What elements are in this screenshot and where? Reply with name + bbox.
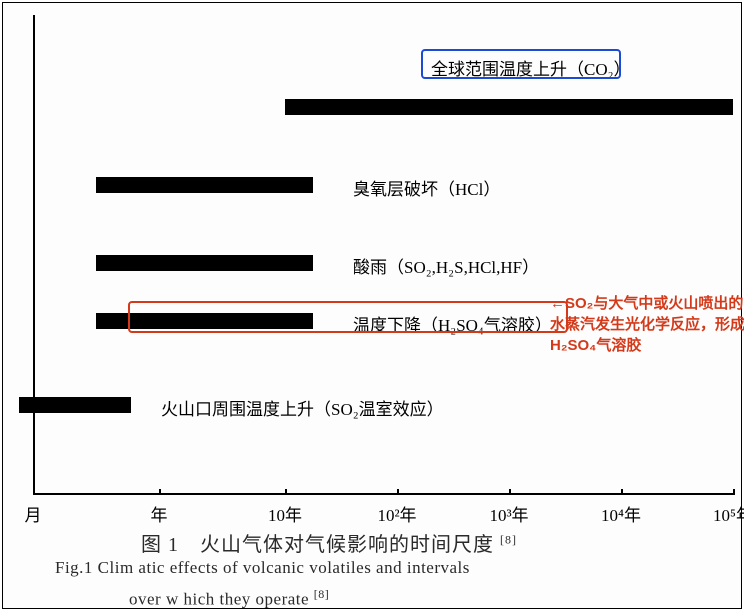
bar-label-so2-local: 火山口周围温度上升（SO₂温室效应） — [161, 395, 444, 420]
bar-so2-local — [19, 397, 131, 413]
bar-label-acid-rain: 酸雨（SO₂,H₂S,HCl,HF） — [353, 253, 539, 278]
highlight-blue-box — [421, 49, 621, 79]
caption-zh: 图 1 火山气体对气候影响的时间尺度 [8] — [141, 528, 517, 557]
bar-label-hcl: 臭氧层破坏（HCl） — [353, 175, 500, 200]
x-tick-label: 10⁴年 — [601, 501, 641, 526]
x-tick — [159, 489, 161, 495]
x-tick — [33, 489, 35, 495]
x-tick — [509, 489, 511, 495]
x-tick-label: 10³年 — [489, 501, 528, 526]
plot-area: 月年10年10²年10³年10⁴年10⁵年 全球范围温度上升（CO₂）臭氧层破坏… — [33, 15, 733, 505]
caption-en-line2: over w hich they operate [8] — [129, 587, 329, 610]
x-tick — [397, 489, 399, 495]
x-tick — [285, 489, 287, 495]
x-tick-label: 10⁵年 — [713, 501, 744, 526]
highlight-red-box — [128, 301, 568, 333]
bar-co2 — [285, 99, 733, 115]
x-tick-label: 10²年 — [377, 501, 416, 526]
x-tick — [733, 489, 735, 495]
caption-en-line1: Fig.1 Clim atic effects of volcanic vola… — [55, 558, 470, 578]
y-axis — [33, 15, 35, 493]
x-tick-label: 10年 — [268, 501, 302, 526]
bar-hcl — [96, 177, 313, 193]
annotation-text: SO₂与大气中或火山喷出的水蒸汽发生光化学反应，形成H₂SO₄气溶胶 — [550, 295, 744, 354]
annotation-red: ←SO₂与大气中或火山喷出的水蒸汽发生光化学反应，形成H₂SO₄气溶胶 — [550, 293, 744, 356]
x-tick — [621, 489, 623, 495]
x-tick-label: 月 — [25, 501, 42, 526]
x-axis: 月年10年10²年10³年10⁴年10⁵年 — [33, 493, 733, 495]
figure-frame: 月年10年10²年10³年10⁴年10⁵年 全球范围温度上升（CO₂）臭氧层破坏… — [2, 2, 742, 609]
x-tick-label: 年 — [151, 501, 168, 526]
bar-acid-rain — [96, 255, 313, 271]
annotation-arrow: ← — [550, 295, 565, 312]
